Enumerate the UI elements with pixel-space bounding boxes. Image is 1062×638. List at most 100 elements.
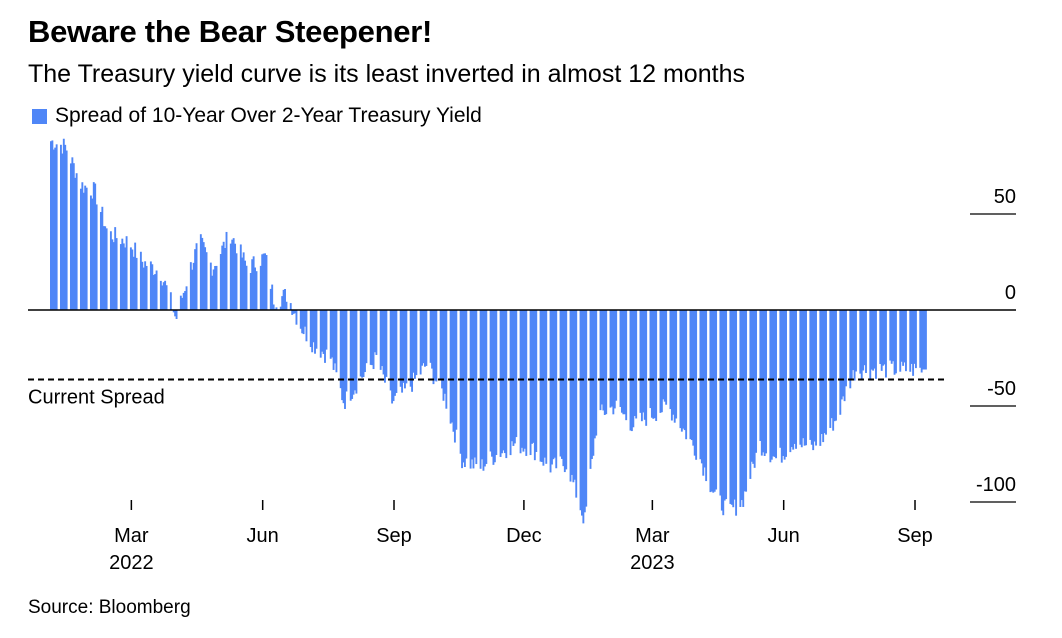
spread-bar (59, 144, 62, 310)
spread-bar (432, 310, 435, 385)
spread-bar (892, 310, 895, 362)
spread-bar (459, 310, 462, 454)
spread-bar (820, 310, 823, 435)
spread-bar (915, 310, 917, 369)
spread-bar (925, 310, 927, 370)
spread-bar (743, 310, 746, 492)
spread-bar (759, 310, 762, 442)
spread-bar (903, 310, 906, 363)
spread-bar (559, 310, 562, 457)
spread-bar (75, 173, 78, 310)
spread-bar (585, 310, 588, 507)
spread-bar (329, 310, 332, 359)
spread-bar (151, 264, 154, 310)
spread-bar (919, 310, 922, 368)
spread-bar (349, 310, 352, 401)
spread-bar (762, 310, 765, 453)
spread-bar (643, 310, 646, 420)
spread-bar (94, 183, 97, 310)
spread-bar (331, 310, 334, 358)
spread-bar (174, 310, 177, 317)
spread-bar (700, 310, 703, 464)
spread-bar (849, 310, 852, 389)
spread-bar (763, 310, 766, 456)
spread-bar (709, 310, 712, 493)
spread-bar (453, 310, 456, 443)
spread-bar (372, 310, 375, 370)
spread-bar (895, 310, 897, 374)
spread-bar (913, 310, 916, 364)
spread-bar (279, 306, 282, 310)
bars-group (50, 138, 927, 524)
spread-bar (853, 310, 856, 381)
spread-bar (271, 284, 274, 310)
spread-bar (649, 310, 652, 409)
spread-bar (660, 310, 663, 413)
spread-bar (91, 198, 94, 310)
spread-bar (680, 310, 683, 432)
spread-bar (612, 310, 615, 415)
spread-bar (209, 262, 212, 310)
spread-bar (284, 289, 286, 310)
spread-bar (402, 310, 405, 383)
spread-bar (839, 310, 842, 415)
spread-bar (669, 310, 672, 410)
spread-bar (92, 182, 95, 310)
spread-bar (623, 310, 626, 415)
spread-bar (489, 310, 492, 452)
spread-bar (682, 310, 685, 429)
spread-bar (219, 254, 222, 310)
spread-bar (62, 138, 65, 310)
x-tick-label: Sep (897, 525, 933, 547)
spread-bar (422, 310, 425, 364)
spread-bar (413, 310, 416, 379)
spread-bar (710, 310, 713, 492)
x-tick-label: Dec (506, 525, 542, 547)
spread-bar (655, 310, 658, 422)
spread-bar (653, 310, 656, 419)
spread-bar (382, 310, 385, 375)
x-year-label: 2023 (630, 552, 675, 574)
spread-bar (401, 310, 404, 393)
spread-bar (99, 212, 102, 310)
spread-bar (633, 310, 636, 417)
spread-bar (685, 310, 688, 440)
spread-bar (770, 310, 773, 460)
spread-bar (639, 310, 642, 413)
spread-bar (51, 140, 54, 310)
spread-bar (571, 310, 573, 475)
spread-bar (404, 310, 406, 389)
spread-bar (869, 310, 872, 379)
spread-bar (829, 310, 832, 428)
spread-bar (84, 185, 87, 310)
spread-bar (359, 310, 362, 377)
spread-bar (189, 262, 192, 310)
spread-bar (321, 310, 324, 352)
spread-bar (830, 310, 833, 419)
spread-bar (272, 304, 275, 310)
spread-bar (635, 310, 638, 419)
spread-bar (162, 282, 165, 310)
spread-bar (102, 226, 105, 310)
spread-bar (375, 310, 378, 355)
spread-bar (175, 310, 178, 319)
spread-bar (875, 310, 877, 379)
spread-bar (229, 243, 232, 310)
spread-bar (231, 239, 234, 310)
spread-bar (389, 310, 392, 391)
spread-bar (322, 310, 325, 354)
spread-bar (905, 310, 907, 372)
spread-bar (692, 310, 695, 446)
spread-bar (593, 310, 596, 439)
spread-bar (689, 310, 692, 440)
spread-bar (291, 310, 294, 315)
spread-bar (144, 261, 147, 310)
spread-bar (902, 310, 905, 366)
spread-bar (182, 292, 185, 310)
spread-bar (433, 310, 436, 381)
spread-bar (479, 310, 482, 469)
spread-bar (703, 310, 706, 468)
spread-bar (603, 310, 606, 415)
spread-bar (873, 310, 876, 369)
spread-bar (659, 310, 662, 413)
